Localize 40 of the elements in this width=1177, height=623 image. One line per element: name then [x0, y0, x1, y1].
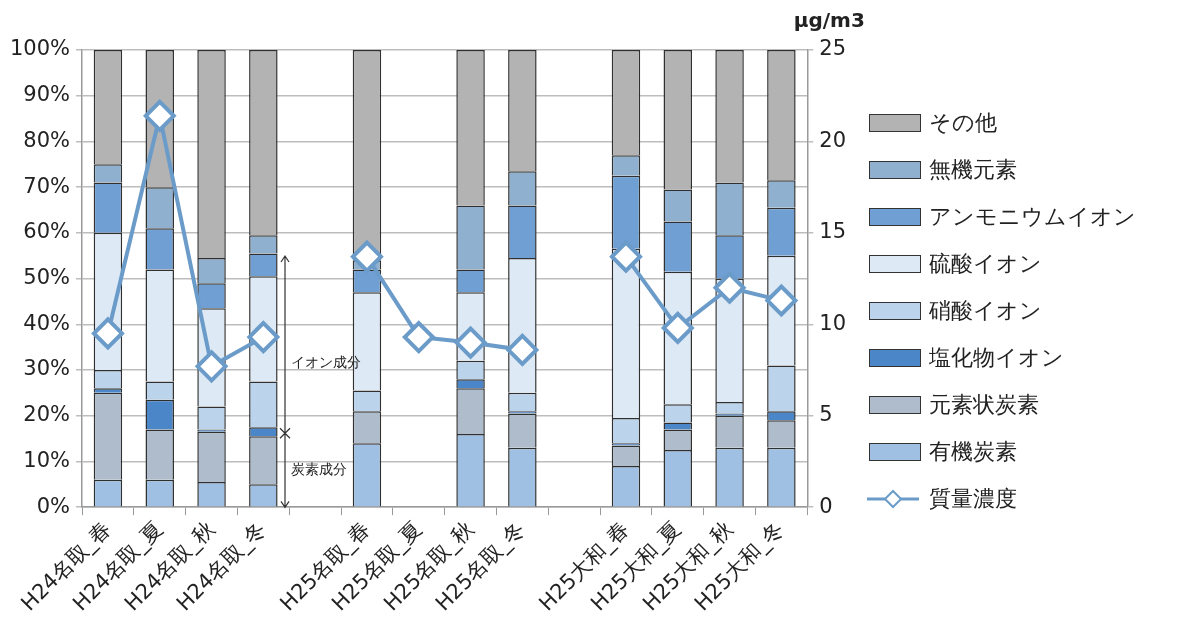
annotation: 炭素成分: [291, 461, 348, 478]
y-tick-label: 0%: [36, 493, 71, 518]
point: [91, 317, 124, 350]
y2-tick-label: 20: [819, 127, 847, 152]
point: [765, 284, 798, 317]
legend-label: 塩化物イオン: [929, 345, 1064, 370]
y-tick-label: 90%: [23, 82, 71, 107]
legend-label: 有機炭素: [929, 439, 1017, 464]
point: [713, 271, 746, 304]
point: [143, 99, 176, 132]
y2-tick-label: 15: [819, 219, 847, 244]
legend-label: 質量濃度: [929, 486, 1017, 511]
legend-label: その他: [929, 110, 997, 135]
legend-label: 無機元素: [929, 157, 1017, 182]
y-tick-label: 50%: [23, 265, 71, 290]
y-tick-label: 20%: [23, 402, 71, 427]
y-tick-label: 80%: [23, 127, 71, 152]
legend-label: 元素状炭素: [929, 392, 1039, 417]
point: [506, 333, 539, 366]
legend-label: 硫酸イオン: [929, 251, 1042, 276]
point: [454, 326, 487, 359]
point: [350, 240, 383, 273]
y2-tick-label: 0: [819, 493, 833, 518]
y-tick-label: 100%: [9, 36, 71, 61]
y-tick-label: 60%: [23, 219, 71, 244]
legend-label: 硝酸イオン: [929, 298, 1042, 323]
y-tick-label: 30%: [23, 356, 71, 381]
point: [661, 311, 694, 344]
legend-label: アンモニウムイオン: [929, 204, 1136, 229]
y2-tick-label: 25: [819, 36, 847, 61]
point: [247, 321, 280, 354]
point: [609, 240, 642, 273]
y2-tick-label: 5: [819, 402, 833, 427]
y-tick-label: 70%: [23, 173, 71, 198]
y2-tick-label: 10: [819, 310, 847, 335]
point: [402, 321, 435, 354]
y2-axis-title: μg/m3: [793, 8, 865, 33]
point: [195, 350, 228, 383]
y-tick-label: 10%: [23, 447, 71, 472]
y-tick-label: 40%: [23, 310, 71, 335]
